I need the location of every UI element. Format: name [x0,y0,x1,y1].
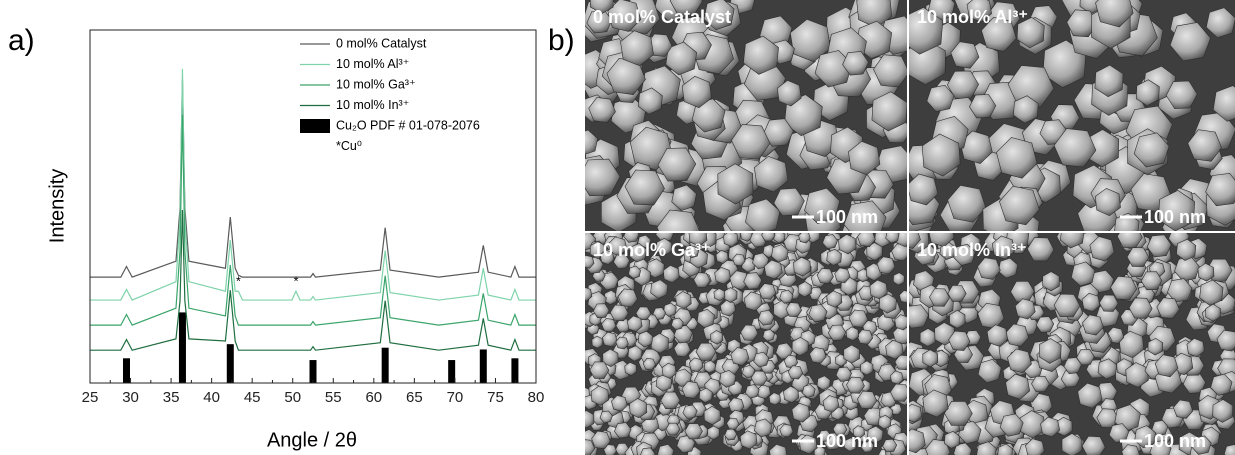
x-tick-label: 40 [203,389,220,406]
x-tick-label: 75 [487,389,504,406]
reference-bar [310,360,317,383]
x-tick-label: 45 [244,389,261,406]
legend-note: *Cu⁰ [336,139,362,153]
xrd-line [90,69,536,300]
figure: a) b) Angle / 2θ Intensity 0 mol% Cataly… [0,0,1235,455]
reference-bar [448,360,455,383]
legend-label: 10 mol% Al³⁺ [336,57,409,71]
legend-label: 0 mol% Catalyst [336,36,427,50]
x-tick-label: 35 [163,389,180,406]
annotation: * [293,274,298,289]
x-tick-label: 80 [528,389,545,406]
x-axis-label: Angle / 2θ [267,429,357,451]
reference-bar [123,358,130,383]
xrd-line [90,79,536,277]
legend-label: 10 mol% Ga³⁺ [336,77,416,91]
scale-bar-label: 100 nm [1144,431,1206,451]
plot: * * 25 30 35 40 45 50 55 60 65 70 75 80 0 mol% Catalys… [82,30,545,406]
plot-frame [90,30,536,383]
x-tick-label: 50 [284,389,301,406]
reference-bar [480,349,487,383]
y-axis-label: Intensity [46,169,68,243]
x-tick-label: 60 [365,389,382,406]
annotation: * [236,274,241,289]
x-tick-label: 65 [406,389,423,406]
reference-bar [511,358,518,383]
reference-bar [382,348,389,383]
legend-swatch [300,119,330,133]
x-tick-label: 30 [122,389,139,406]
sem-label: 10 mol% Al³⁺ [917,7,1028,27]
sem-label: 10 mol% In³⁺ [917,240,1027,260]
reference-bar [179,312,186,383]
x-tick-label: 55 [325,389,342,406]
panel-label: a) [8,24,35,57]
panel-label: b) [548,24,575,57]
sem-label: 0 mol% Catalyst [593,7,731,27]
xrd-line [90,115,536,325]
scale-bar-label: 100 nm [816,207,878,227]
scale-bar-label: 100 nm [816,431,878,451]
legend-label: Cu₂O PDF # 01-078-2076 [336,118,480,132]
reference-bar [227,344,234,383]
sem-images: 0 mol% Catalyst 100 nm 10 mol% Al³⁺ 100 nm 1… [572,0,1235,455]
x-tick-label: 70 [447,389,464,406]
scale-bar-label: 100 nm [1144,207,1206,227]
xrd-line [90,210,536,350]
legend-label: 10 mol% In³⁺ [336,98,409,112]
legend: 0 mol% Catalyst 10 mol% Al³⁺ 10 mol% Ga³⁺ 1… [300,36,480,153]
x-tick-label: 25 [82,389,99,406]
sem-label: 10 mol% Ga³⁺ [593,240,711,260]
